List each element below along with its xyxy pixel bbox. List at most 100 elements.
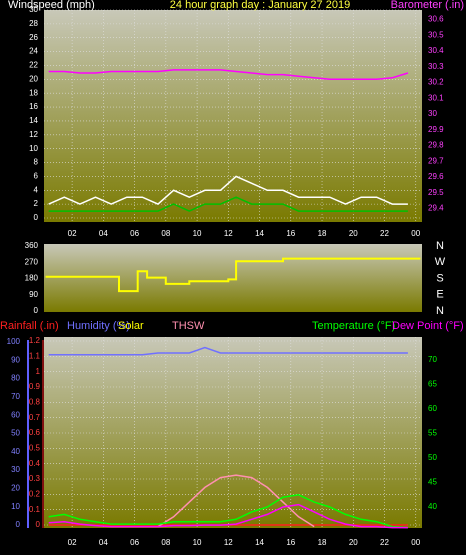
x-tick-label: 00: [411, 538, 420, 547]
series-line: [48, 494, 408, 529]
x-tick-label: 10: [193, 538, 202, 547]
y-tick-label: 30: [11, 465, 20, 474]
y2-tick-label: 29.8: [428, 141, 444, 150]
y2-tick-label: 29.4: [428, 204, 444, 213]
y2-tick-label: 70: [428, 355, 437, 364]
y-tick-label: 24: [29, 47, 38, 56]
y2-tick-label: 30.2: [428, 78, 444, 87]
y-tick-label: 20: [11, 484, 20, 493]
compass-label: N: [436, 240, 444, 252]
y3-tick-label: 1.1: [29, 351, 41, 360]
y2-tick-label: 29.6: [428, 172, 444, 181]
y3-tick-label: 1.2: [29, 336, 41, 345]
y-tick-label: 40: [11, 447, 20, 456]
y-tick-label: 70: [11, 392, 20, 401]
y3-tick-label: 1: [36, 367, 41, 376]
y3-tick-label: 0.4: [29, 459, 41, 468]
series-line: [48, 346, 408, 356]
y3-tick-label: 0.3: [29, 474, 41, 483]
x-tick-label: 20: [349, 538, 358, 547]
legend-entry: THSW: [172, 320, 205, 332]
y-tick-label: 100: [7, 337, 21, 346]
y-tick-label: 16: [29, 102, 38, 111]
y-axis-label: Windspeed (mph): [8, 0, 95, 11]
x-tick-label: 14: [255, 229, 264, 238]
x-tick-label: 06: [130, 229, 139, 238]
y-tick-label: 2: [34, 199, 39, 208]
x-tick-label: 22: [380, 538, 389, 547]
y-tick-label: 360: [25, 241, 39, 250]
y-tick-label: 90: [29, 290, 38, 299]
y-tick-label: 80: [11, 374, 20, 383]
x-tick-label: 16: [286, 538, 295, 547]
y-tick-label: 14: [29, 116, 38, 125]
y2-tick-label: 60: [428, 404, 437, 413]
compass-label: E: [436, 289, 443, 301]
y3-tick-label: 0.5: [29, 443, 41, 452]
y-tick-label: 10: [11, 502, 20, 511]
y3-tick-label: 0: [36, 520, 41, 529]
y2-tick-label: 50: [428, 453, 437, 462]
y2-tick-label: 29.7: [428, 156, 444, 165]
y2-tick-label: 30.4: [428, 46, 444, 55]
x-tick-label: 08: [161, 538, 170, 547]
y2-tick-label: 29.9: [428, 125, 444, 134]
x-tick-label: 08: [161, 229, 170, 238]
x-tick-label: 14: [255, 538, 264, 547]
series-line: [48, 196, 408, 212]
compass-label: S: [436, 272, 443, 284]
x-tick-label: 16: [286, 229, 295, 238]
y-tick-label: 12: [29, 130, 38, 139]
y-tick-label: 20: [29, 74, 38, 83]
x-tick-label: 12: [224, 229, 233, 238]
y-tick-label: 4: [34, 185, 39, 194]
y-tick-label: 10: [29, 144, 38, 153]
x-tick-label: 18: [318, 229, 327, 238]
y2-tick-label: 30.1: [428, 93, 444, 102]
legend-entry: Humidity (%): [67, 320, 130, 332]
y3-tick-label: 0.1: [29, 505, 41, 514]
y3-tick-label: 0.8: [29, 397, 41, 406]
y-tick-label: 180: [25, 274, 39, 283]
series-line: [48, 69, 409, 81]
y-tick-label: 30: [29, 5, 38, 14]
x-tick-label: 04: [99, 229, 108, 238]
y-tick-label: 28: [29, 19, 38, 28]
y-tick-label: 18: [29, 88, 38, 97]
y2-tick-label: 30.5: [428, 30, 444, 39]
y-tick-label: 50: [11, 429, 20, 438]
x-tick-label: 18: [318, 538, 327, 547]
y-tick-label: 26: [29, 33, 38, 42]
y-tick-label: 0: [16, 520, 21, 529]
series-line: [48, 503, 408, 529]
plot-area: [44, 244, 422, 312]
y-tick-label: 6: [34, 172, 39, 181]
y3-tick-label: 0.9: [29, 382, 41, 391]
series-line: [48, 175, 408, 205]
y-tick-label: 0: [34, 306, 39, 315]
x-tick-label: 06: [130, 538, 139, 547]
legend-entry: Solar: [118, 320, 144, 332]
compass-label: W: [435, 256, 446, 268]
y-tick-label: 90: [11, 355, 20, 364]
y2-tick-label: 65: [428, 380, 437, 389]
compass-label: N: [436, 305, 444, 317]
x-tick-label: 10: [193, 229, 202, 238]
y-tick-label: 0: [34, 213, 39, 222]
y3-tick-label: 0.7: [29, 413, 41, 422]
legend-entry: Rainfall (.in): [0, 320, 59, 332]
y3-tick-label: 0.6: [29, 428, 41, 437]
series-line: [157, 474, 315, 528]
legend-entry: Dew Point (°F): [392, 320, 464, 332]
plot-area: [44, 10, 422, 222]
chart-title: 24 hour graph day : January 27 2019: [170, 0, 350, 11]
series-line: [45, 257, 421, 293]
x-tick-label: 02: [68, 229, 77, 238]
x-tick-label: 22: [380, 229, 389, 238]
x-tick-label: 00: [411, 229, 420, 238]
y-tick-label: 60: [11, 410, 20, 419]
y2-tick-label: 55: [428, 429, 437, 438]
plot-area: [44, 337, 422, 528]
y2-tick-label: 30.6: [428, 15, 444, 24]
